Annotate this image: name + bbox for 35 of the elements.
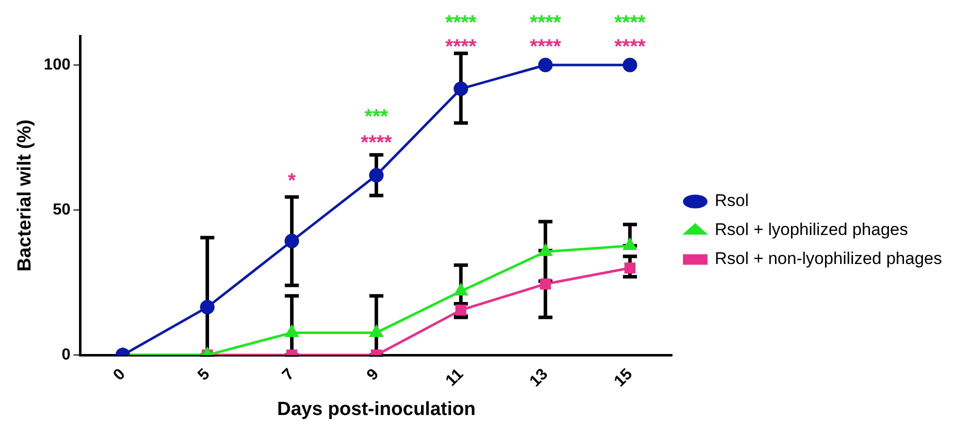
- legend-label: Rsol + lyophilized phages: [714, 220, 908, 240]
- annotation: ****: [614, 36, 646, 58]
- point: [370, 325, 383, 337]
- y-tick-label: 100: [44, 56, 71, 74]
- y-axis-title: Bacterial wilt (%): [14, 119, 36, 272]
- x-tick-label: 0: [110, 366, 129, 384]
- point: [285, 325, 298, 337]
- x-tick-label: 9: [364, 366, 382, 384]
- text: ****: [530, 12, 562, 34]
- annotation: ****: [445, 36, 477, 58]
- legend-label: Rsol: [714, 191, 749, 210]
- point: [622, 58, 638, 72]
- y-tick-label: 0: [62, 346, 71, 364]
- text: ****: [445, 12, 477, 34]
- point: [538, 244, 552, 256]
- legend-label: Rsol + non-lyophilized phages: [714, 249, 942, 268]
- annotation: *: [288, 170, 296, 192]
- point: [454, 82, 468, 96]
- point: [538, 58, 553, 72]
- point: [369, 168, 384, 182]
- y-tick-label: 50: [52, 201, 71, 218]
- text: ****: [614, 12, 646, 34]
- x-tick-label: 11: [442, 366, 467, 390]
- x-tick-label: 15: [611, 366, 636, 390]
- x-axis-title: Days post-inoculation: [277, 398, 476, 420]
- annotation: ****: [360, 132, 392, 154]
- point: [624, 238, 636, 250]
- annotation: ***: [364, 106, 388, 128]
- x-tick-label: 7: [279, 366, 298, 384]
- x-tick-label: 5: [194, 366, 214, 384]
- point: [540, 278, 551, 290]
- x-tick-label: 13: [526, 366, 552, 390]
- point: [284, 234, 300, 248]
- annotation: ****: [530, 36, 562, 58]
- point: [454, 284, 468, 296]
